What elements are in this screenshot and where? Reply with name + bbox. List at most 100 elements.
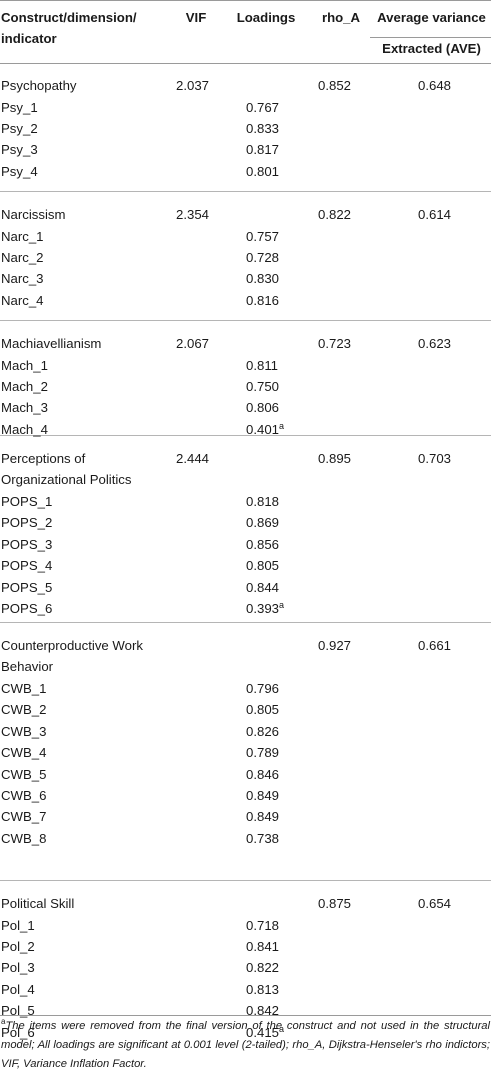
- indicator-name: CWB_1: [1, 681, 47, 696]
- indicator-name: CWB_3: [1, 723, 47, 739]
- loading-value: 0.393: [246, 601, 280, 616]
- loading-value: 0.817: [246, 142, 280, 158]
- loading-value: 0.415: [246, 1024, 280, 1040]
- loading-value: 0.856: [246, 536, 280, 552]
- indicator-loading: 0.869: [246, 512, 279, 533]
- construct-rho: 0.927: [318, 638, 352, 653]
- header-construct: Construct/dimension/ indicator: [1, 10, 137, 46]
- indicator-name: Mach_3: [1, 400, 48, 416]
- loading-value: 0.757: [246, 228, 280, 244]
- indicator-loading: 0.822: [246, 957, 279, 978]
- indicator-name: Psy_1: [1, 99, 38, 115]
- construct-rho: 0.852: [318, 78, 352, 93]
- loading-value: 0.805: [246, 558, 280, 574]
- loading-value: 0.796: [246, 681, 280, 696]
- indicator-loading: 0.856: [246, 534, 279, 555]
- loading-value: 0.849: [246, 809, 280, 825]
- indicator-name: CWB_4: [1, 745, 47, 761]
- construct-name: Machiavellianism: [1, 336, 102, 351]
- loading-value: 0.869: [246, 515, 280, 531]
- header-ave-bottom: Extracted (AVE): [382, 41, 481, 56]
- indicator-loading: 0.833: [246, 118, 279, 139]
- table-header: Construct/dimension/ indicator VIF Loadi…: [0, 0, 491, 64]
- construct-name: Political Skill: [1, 896, 75, 911]
- loading-footnote-marker: a: [279, 1023, 285, 1034]
- indicator-loading: 0.849: [246, 785, 279, 806]
- loading-value: 0.728: [246, 249, 280, 265]
- loading-value: 0.830: [246, 271, 280, 287]
- loading-value: 0.806: [246, 400, 280, 416]
- indicator-loading: 0.757: [246, 226, 279, 247]
- construct-ave: 0.623: [418, 336, 452, 351]
- loading-value: 0.842: [246, 1003, 280, 1019]
- loading-value: 0.813: [246, 981, 280, 997]
- indicator-loading: 0.796: [246, 678, 279, 699]
- indicator-loading: 0.830: [246, 268, 279, 289]
- indicator-name: Pol_6: [1, 1024, 35, 1040]
- loading-value: 0.811: [246, 357, 279, 373]
- indicator-name: POPS_6: [1, 601, 53, 616]
- construct-vif: 2.067: [176, 336, 210, 351]
- loading-footnote-marker: a: [279, 420, 285, 431]
- indicator-name: Psy_4: [1, 163, 38, 179]
- header-divider: [370, 37, 491, 38]
- construct-name: Narcissism: [1, 207, 66, 222]
- indicator-loading: 0.805: [246, 699, 279, 720]
- indicator-loading: 0.750: [246, 376, 279, 397]
- loading-value: 0.738: [246, 830, 280, 846]
- indicator-name: Narc_4: [1, 292, 44, 308]
- indicator-loading: 0.401a: [246, 419, 284, 440]
- footnote-marker: a: [1, 1017, 6, 1026]
- indicator-name: Psy_3: [1, 142, 38, 158]
- loading-value: 0.789: [246, 745, 280, 761]
- loading-value: 0.805: [246, 702, 280, 718]
- indicator-name: POPS_1: [1, 494, 53, 509]
- indicator-name: CWB_7: [1, 809, 47, 825]
- indicator-loading: 0.728: [246, 247, 279, 268]
- loading-value: 0.844: [246, 579, 280, 595]
- indicator-name: POPS_3: [1, 536, 53, 552]
- indicator-loading: 0.842: [246, 1000, 279, 1021]
- construct-name: Psychopathy: [1, 78, 77, 93]
- indicator-name: Psy_2: [1, 120, 38, 136]
- indicator-loading: 0.817: [246, 139, 279, 160]
- table-section: Machiavellianism 2.067 0.723 0.623 Mach_1 0.8…: [0, 321, 491, 437]
- construct-rho: 0.822: [318, 207, 352, 222]
- construct-ave: 0.661: [418, 638, 452, 653]
- loading-value: 0.841: [246, 938, 280, 954]
- indicator-name: CWB_8: [1, 830, 47, 846]
- indicator-loading: 0.789: [246, 742, 279, 763]
- indicator-name: Narc_2: [1, 249, 44, 265]
- indicator-name: Mach_1: [1, 357, 48, 373]
- construct-vif: 2.037: [176, 78, 210, 93]
- loading-value: 0.401: [246, 421, 280, 437]
- construct-ave: 0.654: [418, 896, 452, 911]
- footnote-text: The items were removed from the final ve…: [1, 1020, 490, 1070]
- indicator-name: POPS_5: [1, 579, 53, 595]
- indicator-loading: 0.738: [246, 828, 279, 849]
- indicator-loading: 0.767: [246, 97, 279, 118]
- indicator-loading: 0.801: [246, 161, 279, 182]
- table-section: Narcissism 2.354 0.822 0.614 Narc_1 0.757 Narc…: [0, 192, 491, 321]
- indicator-loading: 0.718: [246, 915, 279, 936]
- indicator-name: Pol_1: [1, 917, 35, 933]
- indicator-loading: 0.393a: [246, 598, 284, 619]
- indicator-name: CWB_2: [1, 702, 47, 718]
- indicator-name: CWB_5: [1, 766, 47, 782]
- indicator-name: Pol_2: [1, 938, 35, 954]
- indicator-loading: 0.806: [246, 397, 279, 418]
- indicator-loading: 0.849: [246, 806, 279, 827]
- header-rho: rho_A: [321, 10, 361, 25]
- loading-value: 0.767: [246, 99, 280, 115]
- indicator-loading: 0.846: [246, 764, 279, 785]
- table-section: Psychopathy 2.037 0.852 0.648 Psy_1 0.767 Psy_…: [0, 63, 491, 192]
- table-section: Perceptions of Organizational Politics 2.…: [0, 436, 491, 623]
- header-rule: [0, 63, 491, 64]
- header-vif: VIF: [185, 10, 207, 25]
- header-ave-top: Average variance: [377, 10, 486, 25]
- indicator-loading: 0.415a: [246, 1022, 284, 1043]
- indicator-name: Narc_3: [1, 271, 44, 287]
- indicator-loading: 0.816: [246, 290, 279, 311]
- loading-value: 0.750: [246, 378, 280, 394]
- construct-vif: 2.354: [176, 207, 210, 222]
